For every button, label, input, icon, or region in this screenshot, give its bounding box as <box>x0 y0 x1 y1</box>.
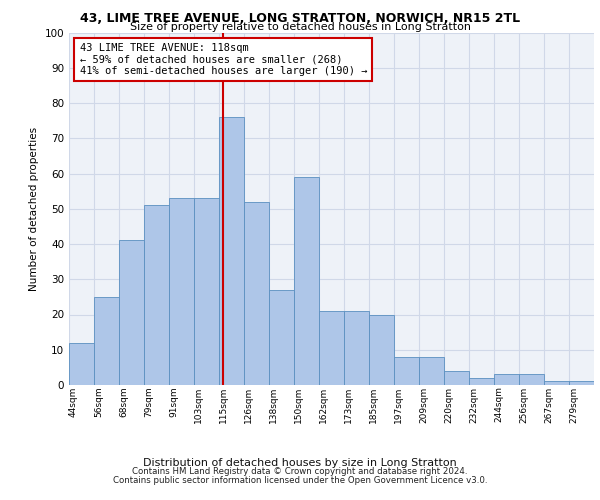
Text: 43 LIME TREE AVENUE: 118sqm
← 59% of detached houses are smaller (268)
41% of se: 43 LIME TREE AVENUE: 118sqm ← 59% of det… <box>79 43 367 76</box>
Text: 43, LIME TREE AVENUE, LONG STRATTON, NORWICH, NR15 2TL: 43, LIME TREE AVENUE, LONG STRATTON, NOR… <box>80 12 520 26</box>
Text: Contains HM Land Registry data © Crown copyright and database right 2024.: Contains HM Land Registry data © Crown c… <box>132 467 468 476</box>
Bar <box>269 290 294 385</box>
Bar <box>419 357 444 385</box>
Bar <box>144 205 169 385</box>
Bar <box>319 311 344 385</box>
Bar <box>544 382 569 385</box>
Bar <box>294 177 319 385</box>
Text: Distribution of detached houses by size in Long Stratton: Distribution of detached houses by size … <box>143 458 457 468</box>
Bar <box>94 297 119 385</box>
Bar <box>169 198 194 385</box>
Bar <box>219 117 244 385</box>
Bar <box>394 357 419 385</box>
Y-axis label: Number of detached properties: Number of detached properties <box>29 126 39 291</box>
Bar <box>519 374 544 385</box>
Bar <box>69 342 94 385</box>
Bar <box>344 311 369 385</box>
Bar <box>244 202 269 385</box>
Bar <box>194 198 219 385</box>
Bar <box>569 382 594 385</box>
Bar <box>119 240 144 385</box>
Text: Contains public sector information licensed under the Open Government Licence v3: Contains public sector information licen… <box>113 476 487 485</box>
Text: Size of property relative to detached houses in Long Stratton: Size of property relative to detached ho… <box>130 22 470 32</box>
Bar <box>369 314 394 385</box>
Bar <box>494 374 519 385</box>
Bar <box>469 378 494 385</box>
Bar <box>444 371 469 385</box>
